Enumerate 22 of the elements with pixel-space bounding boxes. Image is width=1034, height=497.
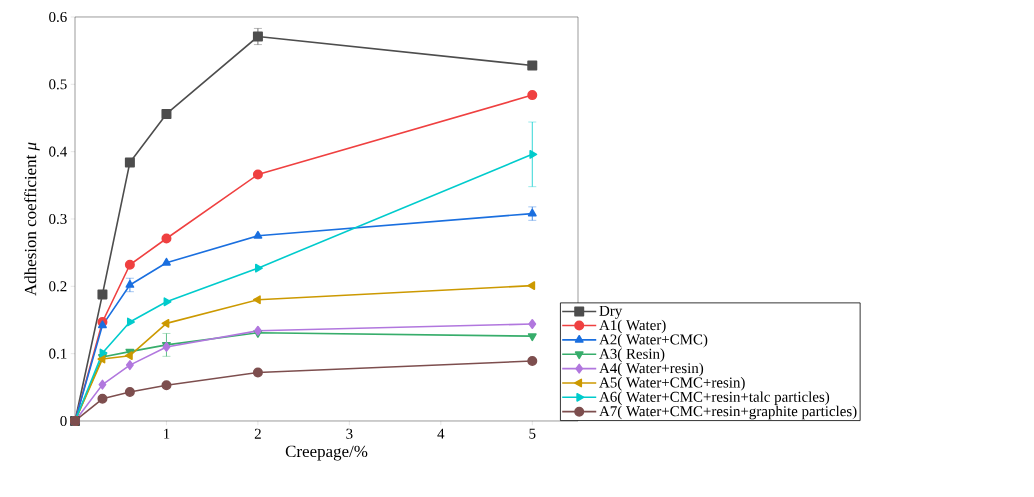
- x-axis-title: Creepage/%: [285, 445, 368, 461]
- x-tick-label: 4: [437, 428, 445, 439]
- y-tick-label: 0: [60, 415, 67, 427]
- y-tick-label: 0.4: [49, 146, 67, 157]
- legend-label: A2( Water+CMC): [599, 334, 708, 348]
- y-tick-label: 0.2: [49, 281, 67, 292]
- legend-label: A4( Water+resin): [599, 362, 704, 377]
- legend-label: A7( Water+CMC+resin+graphite particles): [599, 405, 857, 420]
- x-tick-label: 5: [529, 428, 536, 439]
- y-tick-label: 0.5: [49, 79, 67, 90]
- legend-label: A6( Water+CMC+resin+talc particles): [599, 391, 830, 405]
- legend-label: Dry: [599, 305, 623, 319]
- legend-label: A1( Water): [599, 319, 666, 334]
- y-axis-title: Adhesion coefficient μ: [24, 142, 40, 296]
- y-tick-label: 0.3: [49, 213, 67, 225]
- legend-label: A3( Resin): [599, 348, 665, 362]
- y-tick-label: 0.1: [49, 348, 67, 359]
- x-tick-label: 3: [346, 428, 353, 439]
- x-tick-label: 1: [164, 428, 170, 439]
- legend-label: A5( Water+CMC+resin): [599, 377, 745, 391]
- x-tick-label: 2: [254, 428, 261, 439]
- y-tick-label: 0.6: [49, 11, 67, 23]
